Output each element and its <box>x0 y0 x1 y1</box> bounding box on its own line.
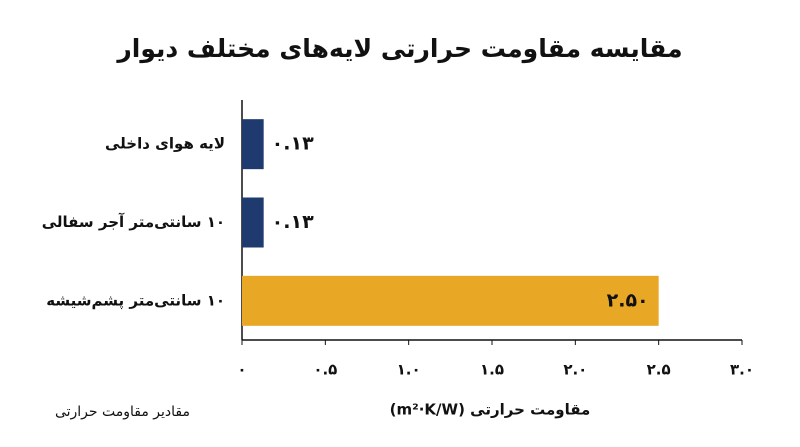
x-tick-label: ۰ <box>237 361 246 379</box>
x-axis-label: مقاومت حرارتی (m²·K/W) <box>390 401 591 419</box>
bar <box>242 119 264 170</box>
value-label: ۰.۱۳ <box>272 211 314 233</box>
x-tick-label: ۱.۵ <box>480 361 504 379</box>
y-tick-label: لایه هوای داخلی <box>105 135 225 153</box>
x-tick-label: ۲.۰ <box>563 361 587 379</box>
bar <box>242 197 264 248</box>
y-tick-label: ۱۰ سانتی‌متر آجر سفالی <box>42 213 225 231</box>
chart-title: مقایسه مقاومت حرارتی لایه‌های مختلف دیوا… <box>115 34 682 64</box>
x-tick-label: ۲.۵ <box>647 361 671 379</box>
bar <box>242 275 659 326</box>
x-tick-label: ۰.۵ <box>313 361 337 379</box>
y-tick-label: ۱۰ سانتی‌متر پشم‌شیشه <box>46 291 225 310</box>
footnote: مقادیر مقاومت حرارتی <box>55 404 190 420</box>
x-tick-label: ۳.۰ <box>730 361 754 379</box>
x-tick-label: ۱.۰ <box>397 361 421 379</box>
value-label: ۰.۱۳ <box>272 133 314 155</box>
value-label: ۲.۵۰ <box>607 289 649 311</box>
